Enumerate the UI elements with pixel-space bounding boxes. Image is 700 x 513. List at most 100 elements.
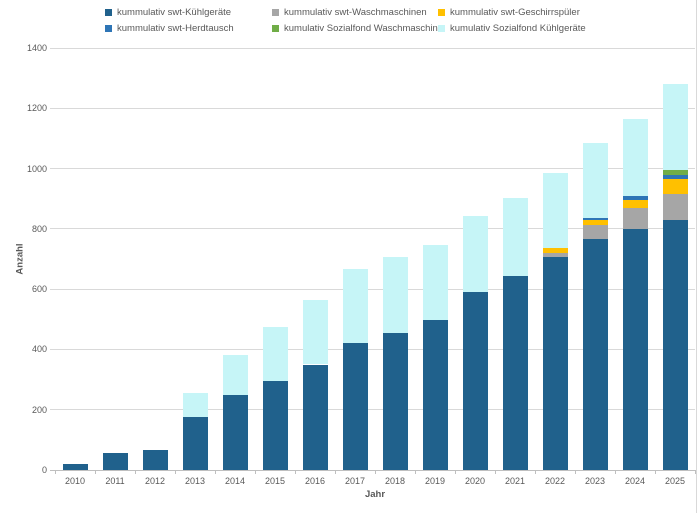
- x-axis-tick: [135, 470, 136, 474]
- bar-segment-2025: [662, 84, 688, 171]
- legend-item: kumulativ Sozialfond Waschmaschine: [272, 22, 443, 35]
- bar-segment-2015: [262, 326, 288, 382]
- y-tick-label: 800: [31, 223, 47, 234]
- legend-item: kummulativ swt-Waschmaschinen: [272, 6, 438, 19]
- x-axis-tick: [455, 470, 456, 474]
- x-tick-label: 2017: [344, 476, 366, 486]
- bar-segment-2010: [62, 463, 88, 470]
- bar-segment-2022: [542, 248, 568, 253]
- legend-swatch-icon: [272, 25, 279, 32]
- bar-segment-2024: [622, 207, 648, 229]
- legend-label: kummulativ swt-Waschmaschinen: [284, 7, 427, 18]
- bar-segment-2015: [262, 381, 288, 470]
- legend-label: kummulativ swt-Kühlgeräte: [117, 7, 232, 18]
- bar-segment-2025: [662, 219, 688, 470]
- x-axis-tick: [375, 470, 376, 474]
- x-tick-label: 2018: [384, 476, 406, 486]
- gridline: [55, 47, 695, 49]
- x-tick-label: 2011: [105, 476, 125, 486]
- x-tick-label: 2014: [224, 476, 246, 486]
- x-tick-label: 2024: [624, 476, 646, 486]
- legend-swatch-icon: [438, 9, 445, 16]
- bar-segment-2023: [582, 238, 608, 470]
- bar-segment-2012: [142, 449, 168, 470]
- x-tick-label: 2013: [184, 476, 206, 486]
- x-axis-tick: [695, 470, 696, 474]
- legend-swatch-icon: [272, 9, 279, 16]
- bar-segment-2016: [302, 364, 328, 470]
- y-tick-label: 600: [31, 284, 47, 295]
- y-axis-tick: [50, 228, 55, 230]
- gridline: [55, 107, 695, 109]
- bar-segment-2023: [582, 142, 608, 218]
- legend-item: kummulativ swt-Kühlgeräte: [105, 6, 272, 19]
- y-axis-tick: [50, 409, 55, 411]
- x-tick-label: 2015: [264, 476, 286, 486]
- x-axis-tick: [255, 470, 256, 474]
- x-axis-tick: [415, 470, 416, 474]
- bar-segment-2019: [422, 319, 448, 470]
- legend-label: kummulativ swt-Geschirrspüler: [450, 7, 580, 18]
- y-axis-tick: [50, 348, 55, 350]
- y-tick-label: 200: [31, 404, 47, 415]
- x-axis-tick: [215, 470, 216, 474]
- gridline: [55, 168, 695, 170]
- bar-segment-2025: [662, 175, 688, 180]
- y-tick-label: 1000: [26, 163, 47, 174]
- x-tick-label: 2019: [424, 476, 446, 486]
- bar-segment-2024: [622, 199, 648, 208]
- gridline: [55, 409, 695, 411]
- y-axis-tick: [50, 107, 55, 109]
- bar-segment-2020: [462, 216, 488, 293]
- bar-segment-2016: [302, 299, 328, 365]
- bar-segment-2014: [222, 395, 248, 470]
- y-axis-tick: [50, 288, 55, 290]
- chart-right-border: [696, 0, 697, 513]
- x-axis-tick: [175, 470, 176, 474]
- gridline: [55, 288, 695, 290]
- bar-segment-2025: [662, 170, 688, 176]
- y-tick-label: 1200: [26, 103, 47, 114]
- legend-item: kummulativ swt-Geschirrspüler: [438, 6, 586, 19]
- y-axis-tick: [50, 47, 55, 49]
- x-axis-line: [50, 470, 695, 471]
- x-axis-tick: [55, 470, 56, 474]
- bar-segment-2019: [422, 244, 448, 320]
- y-axis-tick: [50, 168, 55, 170]
- x-axis-tick: [575, 470, 576, 474]
- bar-segment-2017: [342, 268, 368, 343]
- y-axis-title: Anzahl: [14, 243, 26, 275]
- bar-segment-2024: [622, 195, 648, 200]
- x-axis-tick: [615, 470, 616, 474]
- bar-segment-2022: [542, 252, 568, 258]
- legend-swatch-icon: [105, 9, 112, 16]
- y-tick-label: 1400: [26, 43, 47, 53]
- bar-segment-2018: [382, 332, 408, 470]
- x-tick-label: 2020: [464, 476, 486, 486]
- legend-item: kummulativ swt-Herdtausch: [105, 22, 272, 35]
- x-axis-tick: [335, 470, 336, 474]
- bar-segment-2020: [462, 292, 488, 470]
- bar-segment-2021: [502, 197, 528, 276]
- bar-segment-2021: [502, 275, 528, 470]
- legend-item: kumulativ Sozialfond Kühlgeräte: [438, 22, 586, 35]
- x-axis-tick: [95, 470, 96, 474]
- x-axis-tick: [535, 470, 536, 474]
- x-tick-label: 2025: [664, 476, 686, 486]
- x-tick-label: 2012: [144, 476, 166, 486]
- bar-segment-2023: [582, 217, 608, 221]
- bar-segment-2013: [182, 416, 208, 470]
- legend-swatch-icon: [438, 25, 445, 32]
- bar-segment-2017: [342, 342, 368, 470]
- bar-segment-2024: [622, 118, 648, 196]
- bar-segment-2013: [182, 392, 208, 417]
- chart-legend: kummulativ swt-Kühlgeräte kummulativ swt-…: [105, 6, 586, 35]
- bar-segment-2025: [662, 179, 688, 195]
- legend-swatch-icon: [105, 25, 112, 32]
- x-axis-tick: [495, 470, 496, 474]
- x-tick-label: 2022: [544, 476, 566, 486]
- legend-label: kumulativ Sozialfond Waschmaschine: [284, 23, 444, 34]
- y-tick-label: 400: [31, 344, 47, 355]
- y-tick-label: 0: [41, 465, 47, 475]
